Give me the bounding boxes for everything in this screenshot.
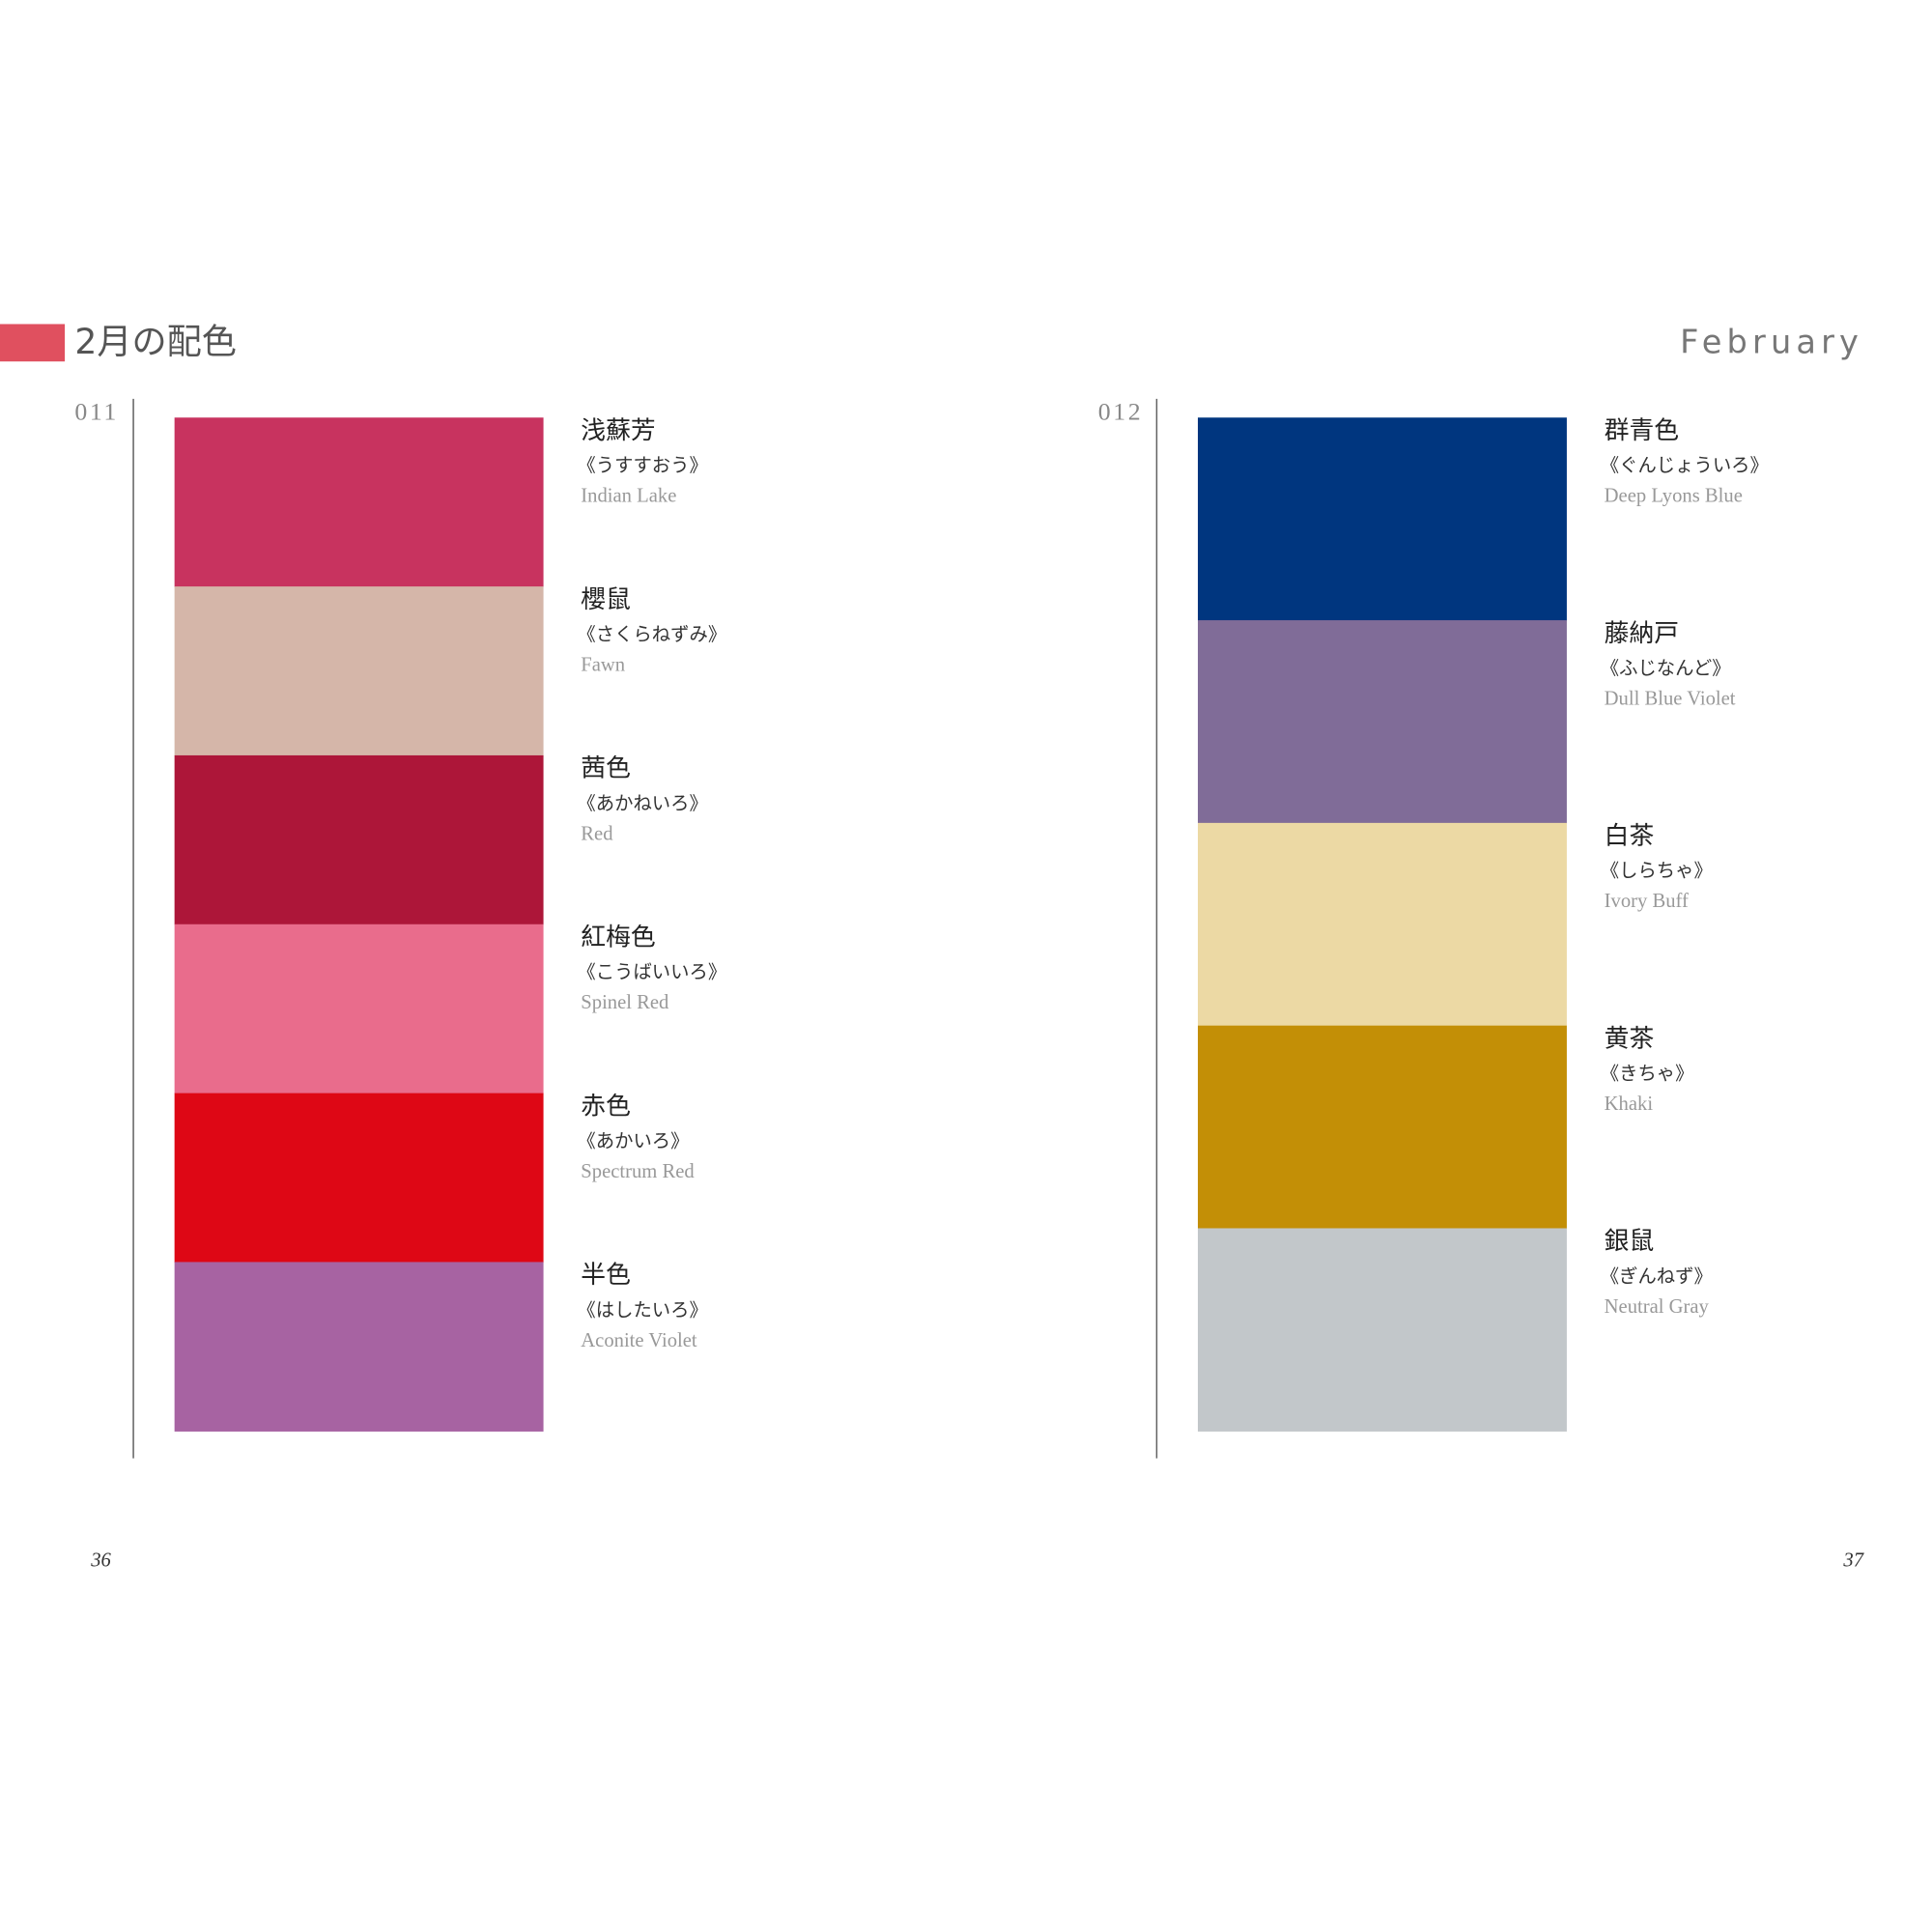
palette-number: 012 — [1098, 397, 1143, 425]
color-name: 半色 — [581, 1261, 631, 1290]
color-name: 銀鼠 — [1605, 1227, 1655, 1256]
color-swatch — [174, 1093, 544, 1264]
color-english: Indian Lake — [581, 486, 676, 507]
color-reading: 《ぎんねず》 — [1601, 1264, 1713, 1287]
color-swatch — [1198, 1025, 1567, 1230]
color-name: 浅蘇芳 — [581, 416, 655, 445]
color-reading: 《しらちゃ》 — [1601, 860, 1713, 882]
color-reading: 《あかいろ》 — [577, 1129, 689, 1151]
color-english: Neutral Gray — [1605, 1296, 1710, 1318]
color-english: Ivory Buff — [1605, 891, 1689, 912]
color-name: 茜色 — [581, 754, 631, 783]
color-reading: 《こうばいいろ》 — [577, 961, 726, 983]
color-swatch — [174, 754, 544, 925]
color-name: 白茶 — [1605, 822, 1655, 851]
color-reading: 《きちゃ》 — [1601, 1063, 1694, 1085]
page-number: 36 — [90, 1550, 111, 1572]
color-swatch — [174, 1262, 544, 1432]
color-swatch — [1198, 822, 1567, 1027]
color-swatch — [174, 417, 544, 587]
color-reading: 《ぐんじょういろ》 — [1601, 454, 1769, 476]
color-english: Spinel Red — [581, 992, 669, 1013]
month-name: February — [1680, 324, 1863, 361]
color-swatch — [1198, 417, 1567, 621]
color-swatch — [174, 586, 544, 756]
color-english: Deep Lyons Blue — [1605, 486, 1743, 507]
color-reading: 《うすすおう》 — [577, 454, 707, 476]
color-english: Fawn — [581, 654, 625, 675]
title-marker — [0, 324, 66, 362]
color-english: Red — [581, 823, 613, 844]
color-swatch — [1198, 1228, 1567, 1432]
color-reading: 《ふじなんど》 — [1601, 657, 1731, 679]
color-reading: 《あかねいろ》 — [577, 792, 707, 814]
color-name: 黄茶 — [1605, 1024, 1655, 1053]
color-name: 藤納戸 — [1605, 619, 1679, 648]
color-name: 赤色 — [581, 1092, 631, 1121]
color-english: Spectrum Red — [581, 1161, 695, 1182]
color-swatch — [174, 923, 544, 1094]
color-english: Aconite Violet — [581, 1330, 697, 1351]
color-reading: 《はしたいろ》 — [577, 1298, 707, 1321]
color-swatch — [1198, 620, 1567, 824]
color-name: 紅梅色 — [581, 923, 655, 952]
color-english: Khaki — [1605, 1094, 1654, 1115]
page-number: 37 — [1842, 1550, 1864, 1572]
color-reading: 《さくらねずみ》 — [577, 623, 726, 645]
color-name: 櫻鼠 — [581, 585, 631, 614]
section-title: 2月の配色 — [74, 321, 236, 362]
palette-number: 011 — [74, 397, 118, 425]
color-english: Dull Blue Violet — [1605, 688, 1736, 709]
color-name: 群青色 — [1605, 416, 1679, 445]
